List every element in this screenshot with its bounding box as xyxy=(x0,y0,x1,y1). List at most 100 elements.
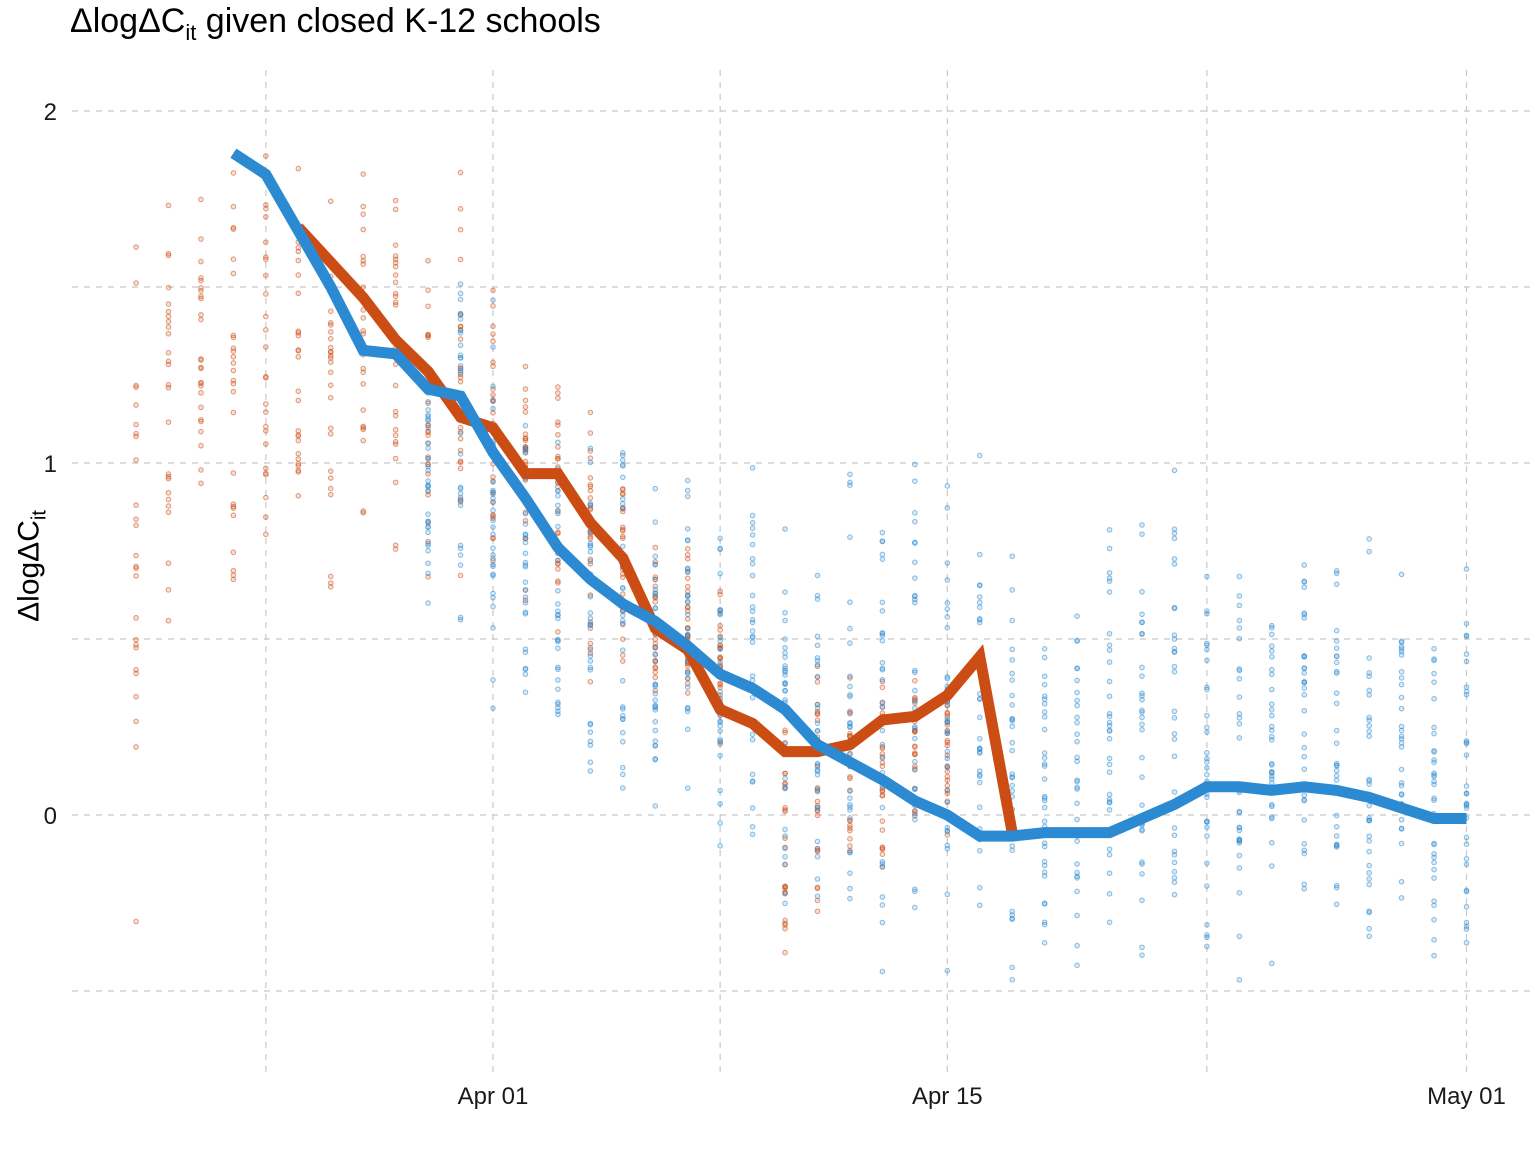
scatter-point xyxy=(490,338,496,345)
scatter-point xyxy=(165,313,172,320)
scatter-point xyxy=(814,642,821,649)
scatter-point xyxy=(587,738,594,745)
scatter-point xyxy=(1333,882,1340,889)
scatter-point xyxy=(587,621,594,628)
axis-ticks: 0 1 2 Apr 01 Apr 15 May 01 xyxy=(44,99,1506,1110)
scatter-point xyxy=(1333,772,1340,779)
scatter-point xyxy=(1333,767,1340,774)
scatter-point xyxy=(814,853,821,860)
scatter-point xyxy=(782,885,788,892)
scatter-point xyxy=(522,610,529,617)
scatter-point xyxy=(879,727,886,734)
scatter-point xyxy=(1139,631,1145,637)
scatter-point xyxy=(814,674,821,680)
scatter-point xyxy=(263,327,269,333)
scatter-point xyxy=(587,653,594,659)
scatter-point xyxy=(1463,903,1470,910)
scatter-point xyxy=(1106,846,1113,853)
scatter-point xyxy=(295,347,302,354)
scatter-point xyxy=(425,570,431,577)
scatter-point xyxy=(717,634,723,641)
scatter-point xyxy=(360,509,367,516)
scatter-point xyxy=(1236,593,1243,599)
scatter-point xyxy=(879,827,886,833)
scatter-point xyxy=(1463,861,1470,868)
scatter-point xyxy=(1269,723,1275,730)
scatter-point xyxy=(652,664,659,670)
scatter-point xyxy=(165,350,172,356)
scatter-point xyxy=(457,424,464,431)
scatter-point xyxy=(555,422,561,428)
scatter-point xyxy=(555,488,561,494)
scatter-point xyxy=(490,535,496,542)
scatter-point xyxy=(587,729,594,735)
scatter-point xyxy=(1041,750,1048,756)
scatter-point xyxy=(392,279,399,286)
scatter-point xyxy=(457,206,464,212)
scatter-point xyxy=(392,479,399,486)
scatter-point xyxy=(1301,707,1308,714)
scatter-point xyxy=(327,348,334,355)
scatter-point xyxy=(555,666,561,673)
scatter-point xyxy=(1366,687,1372,694)
scatter-point xyxy=(620,500,626,507)
scatter-point xyxy=(522,363,529,370)
scatter-point xyxy=(912,904,918,911)
scatter-point xyxy=(1009,692,1016,699)
scatter-point xyxy=(912,735,918,742)
scatter-point xyxy=(1171,649,1178,655)
scatter-point xyxy=(814,762,821,768)
scatter-point xyxy=(392,542,399,548)
scatter-point xyxy=(327,573,334,580)
scatter-point xyxy=(587,459,594,466)
scatter-point xyxy=(555,523,561,530)
scatter-point xyxy=(490,323,496,330)
scatter-point xyxy=(1041,776,1048,782)
scatter-point xyxy=(1106,575,1113,582)
scatter-point xyxy=(490,603,496,610)
scatter-point xyxy=(717,719,723,725)
scatter-point xyxy=(944,799,951,806)
scatter-point xyxy=(555,580,561,586)
scatter-point xyxy=(1463,923,1470,930)
scatter-point xyxy=(1106,545,1113,552)
scatter-point xyxy=(230,367,237,374)
scatter-point xyxy=(1301,679,1308,685)
scatter-point xyxy=(1269,701,1275,708)
scatter-point xyxy=(392,412,399,419)
scatter-point xyxy=(457,311,464,318)
scatter-point xyxy=(490,287,496,294)
scatter-point xyxy=(425,548,431,554)
scatter-point xyxy=(879,700,886,706)
scatter-point xyxy=(847,640,853,646)
scatter-point xyxy=(230,226,237,232)
scatter-point xyxy=(490,392,496,398)
scatter-point xyxy=(263,239,269,246)
scatter-point xyxy=(944,842,951,849)
scatter-point xyxy=(392,455,399,462)
scatter-point xyxy=(295,428,302,434)
scatter-point xyxy=(1204,943,1210,950)
scatter-point xyxy=(749,465,756,471)
scatter-point xyxy=(684,487,691,494)
scatter-point xyxy=(1139,952,1145,958)
scatter-point xyxy=(944,755,951,762)
scatter-point xyxy=(944,719,951,726)
scatter-point xyxy=(587,615,594,622)
scatter-point xyxy=(1333,659,1340,666)
scatter-point xyxy=(1333,740,1340,747)
scatter-point xyxy=(912,758,918,765)
scatter-point xyxy=(555,636,561,643)
scatter-point xyxy=(198,389,204,396)
scatter-point xyxy=(944,737,951,744)
scatter-point xyxy=(490,524,496,530)
scatter-point xyxy=(425,440,431,446)
scatter-point xyxy=(1204,657,1210,664)
scatter-point xyxy=(847,795,853,801)
scatter-point xyxy=(912,592,918,599)
scatter-point xyxy=(879,599,886,606)
scatter-point xyxy=(1009,908,1016,915)
scatter-point xyxy=(1009,964,1016,971)
scatter-point xyxy=(717,588,723,595)
scatter-point xyxy=(1041,654,1048,661)
